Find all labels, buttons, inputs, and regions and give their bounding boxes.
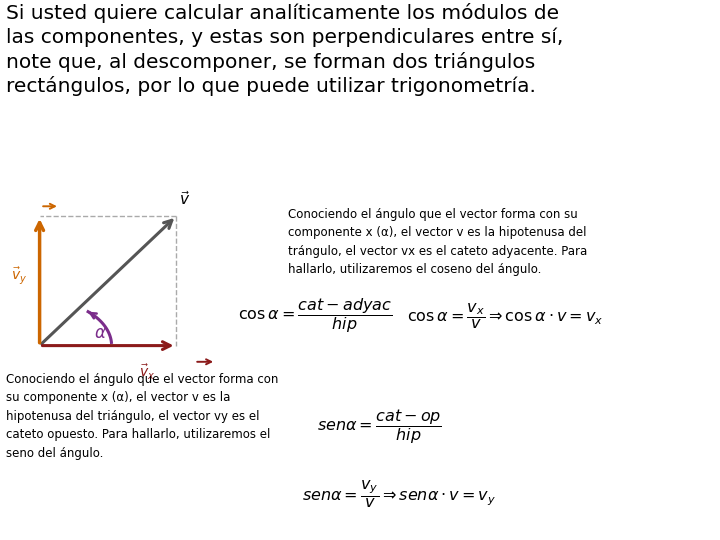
Text: Conociendo el ángulo que el vector forma con
su componente x (α), el vector v es: Conociendo el ángulo que el vector forma… (6, 373, 278, 460)
Text: $sen\alpha = \dfrac{cat-op}{hip}$: $sen\alpha = \dfrac{cat-op}{hip}$ (317, 407, 442, 446)
Text: Conociendo el ángulo que el vector forma con su
componente x (α), el vector v es: Conociendo el ángulo que el vector forma… (288, 208, 588, 276)
Text: $\alpha$: $\alpha$ (94, 324, 107, 342)
Text: $\vec{v}$: $\vec{v}$ (179, 190, 190, 208)
Text: $\vec{v}_x$: $\vec{v}_x$ (140, 363, 156, 382)
Text: $sen\alpha = \dfrac{v_y}{v} \Rightarrow sen\alpha \cdot v = v_y$: $sen\alpha = \dfrac{v_y}{v} \Rightarrow … (302, 478, 497, 510)
Text: $\cos\alpha = \dfrac{v_x}{v} \Rightarrow \cos\alpha \cdot v = v_x$: $\cos\alpha = \dfrac{v_x}{v} \Rightarrow… (407, 301, 603, 330)
Text: $\cos\alpha = \dfrac{cat-adyac}{hip}$: $\cos\alpha = \dfrac{cat-adyac}{hip}$ (238, 296, 392, 335)
Text: $\vec{v}_y$: $\vec{v}_y$ (12, 265, 27, 286)
Text: Si usted quiere calcular analíticamente los módulos de
las componentes, y estas : Si usted quiere calcular analíticamente … (6, 3, 563, 97)
